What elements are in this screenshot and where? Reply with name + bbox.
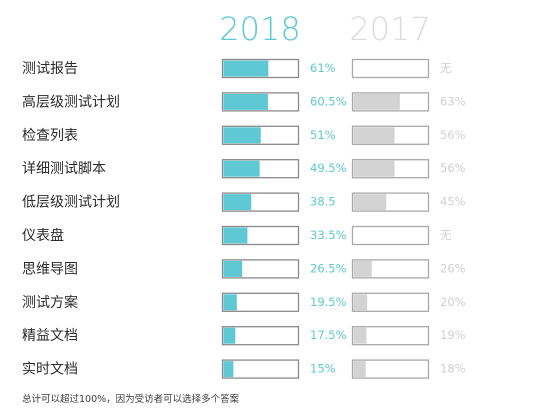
chart-row: 低层级测试计划 38.5 45% (22, 192, 466, 212)
value-label-2017: 20% (440, 295, 466, 309)
series-headers: 2018 2017 (219, 10, 430, 48)
series-header-2018: 2018 (219, 10, 300, 48)
bar-2018 (223, 227, 248, 244)
value-label-2018: 33.5% (310, 228, 347, 242)
bar-2017 (353, 93, 400, 110)
value-label-2018: 60.5% (310, 94, 347, 108)
value-label-2017: 63% (440, 94, 466, 108)
category-label: 低层级测试计划 (22, 195, 120, 211)
chart-row: 详细测试脚本 49.5% 56% (22, 159, 466, 179)
bar-track-2018 (221, 359, 300, 379)
value-label-2017: 19% (440, 328, 466, 342)
bar-2018 (223, 361, 234, 378)
value-label-2017: 26% (440, 261, 466, 275)
bar-2018 (223, 194, 252, 211)
category-label: 思维导图 (22, 261, 78, 277)
value-label-2018: 17.5% (310, 328, 347, 342)
bar-track-2017 (351, 225, 430, 246)
chart-row: 思维导图 26.5% 26% (22, 259, 466, 279)
bar-2018 (223, 127, 261, 144)
bar-2018 (223, 60, 269, 77)
value-label-2017: 无 (440, 228, 452, 242)
series-header-2017: 2017 (349, 10, 430, 48)
value-label-2018: 51% (310, 128, 336, 142)
bar-2018 (223, 327, 236, 344)
bar-2018 (223, 160, 260, 177)
category-label: 测试报告 (22, 61, 78, 77)
value-label-2017: 56% (440, 161, 466, 175)
bar-2017 (353, 260, 372, 277)
chart-row: 精益文档 17.5% 19% (22, 326, 466, 346)
bar-track-2017 (351, 359, 430, 379)
value-label-2017: 无 (440, 61, 452, 75)
bar-2018 (223, 93, 268, 110)
category-label: 精益文档 (22, 328, 78, 344)
bar-2017 (353, 361, 366, 378)
bar-2017 (353, 127, 395, 144)
chart-row: 仪表盘 33.5% 无 (22, 225, 452, 246)
category-label: 详细测试脚本 (22, 161, 106, 177)
chart-row: 测试方案 19.5% 20% (22, 292, 466, 312)
category-label: 仪表盘 (22, 227, 64, 244)
value-label-2018: 26.5% (310, 261, 347, 275)
bar-2017 (353, 194, 387, 211)
category-label: 高层级测试计划 (22, 93, 120, 110)
category-label: 实时文档 (22, 362, 78, 378)
value-label-2018: 15% (310, 362, 336, 376)
value-label-2018: 61% (310, 61, 336, 75)
value-label-2018: 49.5% (310, 161, 347, 175)
bar-track-2017 (351, 58, 430, 79)
chart-row: 高层级测试计划 60.5% 63% (22, 92, 466, 112)
bar-track-2017 (351, 292, 430, 312)
footnote: 总计可以超过100%，因为受访者可以选择多个答案 (22, 394, 240, 405)
bar-track-2018 (221, 326, 300, 346)
bar-2018 (223, 260, 243, 277)
value-label-2017: 45% (440, 195, 466, 209)
category-label: 测试方案 (22, 294, 78, 311)
category-label: 检查列表 (22, 128, 78, 144)
chart-row: 检查列表 51% 56% (22, 125, 466, 145)
value-label-2018: 38.5 (310, 195, 336, 209)
chart-row: 实时文档 15% 18% (22, 359, 466, 379)
bar-track-2017 (351, 326, 430, 346)
bar-2017 (353, 160, 395, 177)
value-label-2018: 19.5% (310, 295, 347, 309)
chart-row: 测试报告 61% 无 (22, 58, 452, 79)
value-label-2017: 18% (440, 362, 466, 376)
bar-2017 (353, 327, 367, 344)
bar-2018 (223, 294, 237, 311)
bar-2017 (353, 294, 368, 311)
bar-track-2018 (221, 292, 300, 312)
value-label-2017: 56% (440, 128, 466, 142)
